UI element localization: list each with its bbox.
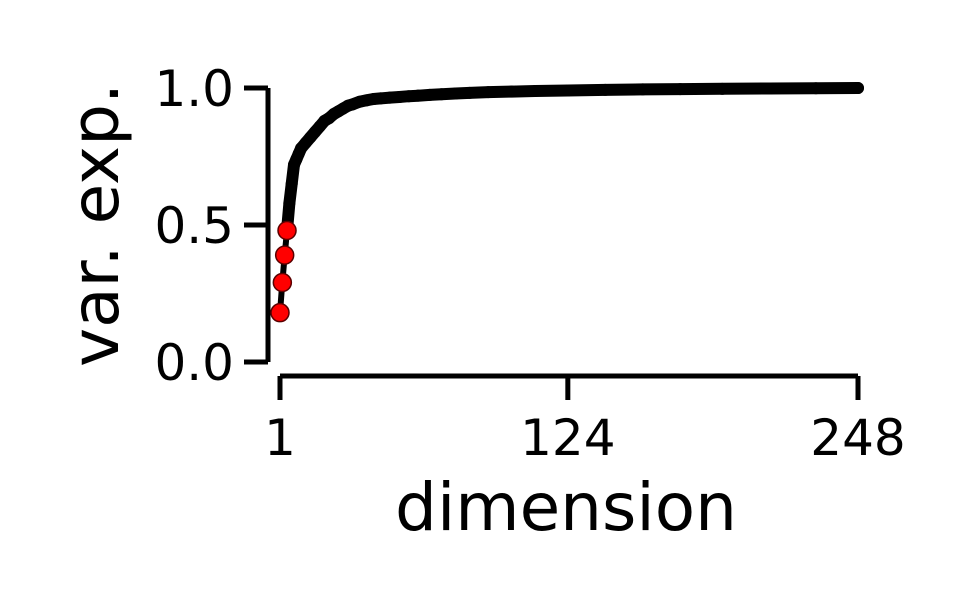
- x-axis-label: dimension: [395, 469, 737, 546]
- y-ticks: 0.0 0.5 1.0: [154, 60, 268, 392]
- data-point: [561, 84, 574, 97]
- data-point: [529, 85, 542, 98]
- black-series: [281, 82, 864, 237]
- data-point: [435, 88, 448, 101]
- data-point: [636, 83, 649, 96]
- data-point: [763, 82, 776, 95]
- y-tick-label: 0.0: [154, 334, 234, 392]
- series-line: [281, 82, 864, 237]
- x-ticks: 1 124 248: [264, 376, 906, 467]
- y-axis-label: var. exp.: [57, 83, 134, 367]
- data-point: [374, 92, 387, 105]
- data-point-red: [270, 302, 290, 323]
- data-point: [852, 82, 864, 94]
- data-point: [463, 86, 476, 99]
- data-point: [423, 88, 436, 101]
- data-point: [599, 83, 612, 96]
- data-point-red: [274, 245, 295, 265]
- x-tick-label: 248: [810, 409, 905, 467]
- data-point: [283, 197, 296, 210]
- data-point: [412, 89, 425, 102]
- data-point: [449, 87, 462, 100]
- data-point-red: [272, 272, 293, 293]
- y-tick-label: 1.0: [154, 60, 234, 118]
- data-point: [383, 91, 396, 104]
- data-point-red: [277, 220, 297, 241]
- red-series: [270, 220, 297, 323]
- data-point: [402, 90, 415, 103]
- x-tick-label: 124: [520, 409, 615, 467]
- data-point: [285, 177, 298, 190]
- red-series-line: [277, 230, 290, 313]
- data-point: [393, 91, 406, 104]
- x-tick-label: 1: [264, 409, 296, 467]
- data-point: [809, 82, 822, 95]
- data-point: [674, 83, 687, 96]
- data-point: [482, 86, 495, 99]
- y-tick-label: 0.5: [154, 197, 234, 255]
- data-point: [716, 82, 729, 95]
- data-point: [505, 85, 518, 98]
